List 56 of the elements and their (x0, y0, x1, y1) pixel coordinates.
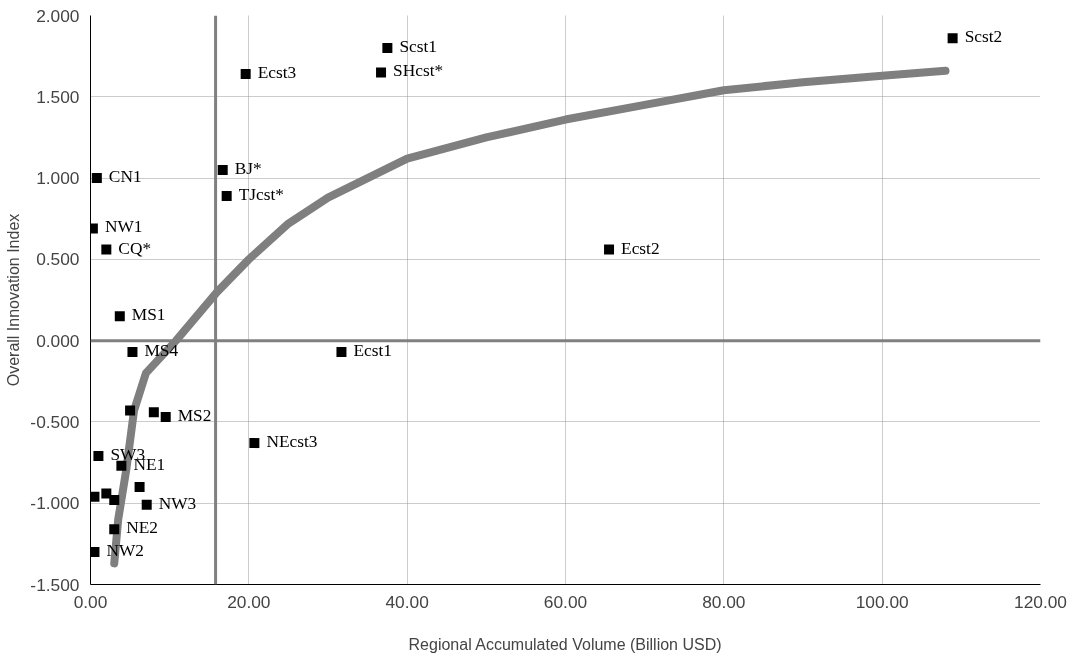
y-axis-title: Overall Innovation Index (5, 213, 23, 387)
annotation: Scst1 (399, 37, 437, 57)
y-tick-label: -1.000 (30, 493, 80, 514)
point (116, 460, 127, 471)
point (382, 43, 393, 54)
x-tick-label: 100.00 (855, 591, 909, 612)
x-tick-label: 120.00 (1014, 591, 1067, 612)
point (221, 190, 232, 201)
point (249, 438, 260, 449)
annotation: MS1 (131, 305, 166, 325)
point (125, 405, 136, 416)
y-tick-label: 1.000 (36, 168, 80, 189)
annotation: Ecst2 (621, 238, 660, 258)
point (336, 347, 347, 358)
point (93, 451, 104, 462)
y-tick-label: -0.500 (30, 411, 80, 432)
x-axis-title: Regional Accumulated Volume (Billion USD) (408, 635, 722, 653)
point (101, 244, 112, 255)
x-tick-label: 80.00 (702, 591, 746, 612)
point (148, 407, 159, 418)
annotation: NW3 (158, 493, 197, 513)
annotation: Ecst3 (257, 63, 297, 83)
y-tick-label: 0.000 (36, 330, 80, 351)
annotation: MS4 (144, 341, 179, 361)
annotation: TJcst* (238, 184, 284, 204)
x-tick-label: 60.00 (543, 591, 588, 612)
y-tick-label: 2.000 (36, 5, 80, 26)
annotation: NW1 (104, 217, 143, 237)
x-tick-label: 20.00 (227, 591, 271, 612)
point (217, 164, 228, 175)
point (101, 488, 112, 499)
annotation: BJ* (234, 158, 262, 178)
annotation: MS2 (177, 406, 212, 426)
x-tick-label: 40.00 (385, 591, 429, 612)
point (109, 524, 120, 535)
point (141, 499, 152, 510)
point (109, 494, 120, 505)
point (114, 311, 125, 322)
annotation: CN1 (108, 167, 142, 187)
annotation: Ecst1 (353, 341, 392, 361)
point (127, 347, 138, 358)
annotation: CQ* (118, 238, 152, 258)
point (947, 33, 958, 44)
y-tick-label: 0.500 (36, 249, 80, 270)
annotation: NE2 (126, 518, 159, 538)
point (240, 69, 251, 80)
point (376, 67, 387, 78)
y-tick-label: 1.500 (36, 86, 80, 107)
annotation: SHcst* (393, 61, 444, 81)
point (91, 173, 102, 184)
point (604, 244, 615, 255)
annotation: NEcst3 (266, 432, 318, 452)
annotation: Scst2 (964, 27, 1003, 47)
annotation: NW2 (106, 540, 145, 560)
point (160, 412, 171, 423)
point (134, 481, 145, 492)
